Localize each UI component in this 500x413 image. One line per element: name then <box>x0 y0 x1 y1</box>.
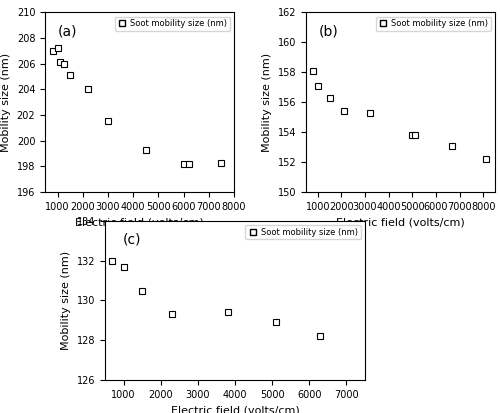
X-axis label: Electric field (volts/cm): Electric field (volts/cm) <box>75 217 204 227</box>
Legend: Soot mobility size (nm): Soot mobility size (nm) <box>246 225 361 239</box>
X-axis label: Electric field (volts/cm): Electric field (volts/cm) <box>170 405 300 413</box>
X-axis label: Electric field (volts/cm): Electric field (volts/cm) <box>336 217 465 227</box>
Y-axis label: Mobility size (nm): Mobility size (nm) <box>61 251 71 350</box>
Y-axis label: Mobility size (nm): Mobility size (nm) <box>262 52 272 152</box>
Text: (c): (c) <box>123 232 142 246</box>
Y-axis label: Mobility size (nm): Mobility size (nm) <box>1 52 11 152</box>
Text: (b): (b) <box>319 25 339 39</box>
Legend: Soot mobility size (nm): Soot mobility size (nm) <box>376 17 491 31</box>
Legend: Soot mobility size (nm): Soot mobility size (nm) <box>114 17 230 31</box>
Text: (a): (a) <box>58 25 78 39</box>
